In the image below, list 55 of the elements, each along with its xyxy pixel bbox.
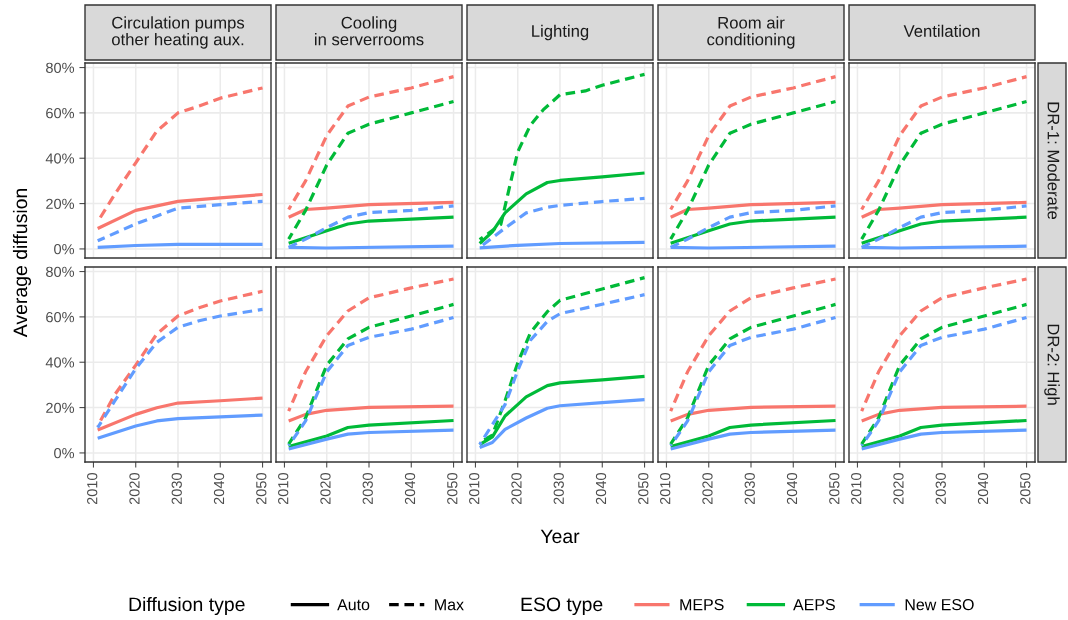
- y-tick-label: 80%: [46, 62, 75, 73]
- chart-title: Ventilation: [903, 24, 980, 37]
- x-tick-label: 2020: [320, 472, 331, 505]
- line-series: [96, 192, 265, 231]
- y-tick-label: 60%: [46, 311, 75, 323]
- text: Auto: [337, 599, 370, 611]
- x-tick-label: 2050: [447, 472, 458, 505]
- x-tick-label: 2030: [171, 472, 182, 505]
- y-axis-title: Average diffusion: [12, 188, 32, 338]
- x-tick-label: 2020: [511, 472, 522, 505]
- legend-label: MEPS: [680, 598, 724, 611]
- x-tick-label: 2040: [213, 472, 225, 505]
- y-tick-label: 0%: [54, 448, 75, 459]
- chart-title: Cooling in serverrooms: [315, 16, 424, 46]
- x-tick-label: 2010: [660, 472, 671, 505]
- chart-title: Circulation pumps other heating aux.: [111, 16, 245, 49]
- text: Diffusion type: [129, 596, 245, 616]
- x-tick-label: 2030: [935, 472, 946, 505]
- x-axis-title: Year: [540, 529, 580, 544]
- x-tick-label: 2030: [362, 472, 373, 505]
- x-tick-label: 2010: [278, 472, 289, 505]
- x-tick-label: 2040: [786, 472, 798, 505]
- y2-axis-title: DR-2: High: [1044, 324, 1060, 405]
- chart-title: Room air conditioning: [707, 16, 795, 49]
- legend-label: AEPS: [793, 598, 835, 611]
- x-tick-label: 2030: [744, 472, 755, 505]
- text: Max: [435, 599, 464, 611]
- line-series: [96, 396, 265, 432]
- x-tick-label: 2050: [638, 472, 649, 505]
- y-tick-label: 80%: [46, 266, 75, 277]
- y-tick-label: 0%: [54, 244, 75, 255]
- x-tick-label: 2020: [129, 472, 140, 505]
- legend-title: ESO type: [521, 597, 603, 616]
- x-tick-label: 2010: [469, 472, 480, 505]
- y-tick-label: 40%: [45, 153, 75, 164]
- x-tick-label: 2050: [1020, 472, 1031, 505]
- y-tick-label: 40%: [45, 357, 75, 368]
- y-tick-label: 20%: [46, 198, 75, 210]
- x-tick-label: 2020: [893, 472, 904, 505]
- x-tick-label: 2040: [595, 472, 607, 505]
- y-tick-label: 20%: [46, 402, 75, 414]
- line-series: [96, 199, 265, 243]
- line-series: [96, 413, 265, 440]
- chart-title: Lighting: [532, 24, 589, 41]
- y2-axis-title: DR-1: Moderate: [1047, 102, 1060, 220]
- x-tick-label: 2040: [404, 472, 416, 505]
- x-tick-label: 2050: [256, 472, 267, 505]
- y-tick-label: 60%: [46, 107, 75, 119]
- x-tick-label: 2010: [87, 472, 98, 505]
- x-tick-label: 2020: [702, 472, 713, 505]
- x-tick-label: 2050: [829, 472, 840, 505]
- x-tick-label: 2030: [553, 472, 564, 505]
- x-tick-label: 2040: [977, 472, 989, 505]
- x-tick-label: 2010: [851, 472, 862, 505]
- legend-label: New ESO: [905, 598, 974, 611]
